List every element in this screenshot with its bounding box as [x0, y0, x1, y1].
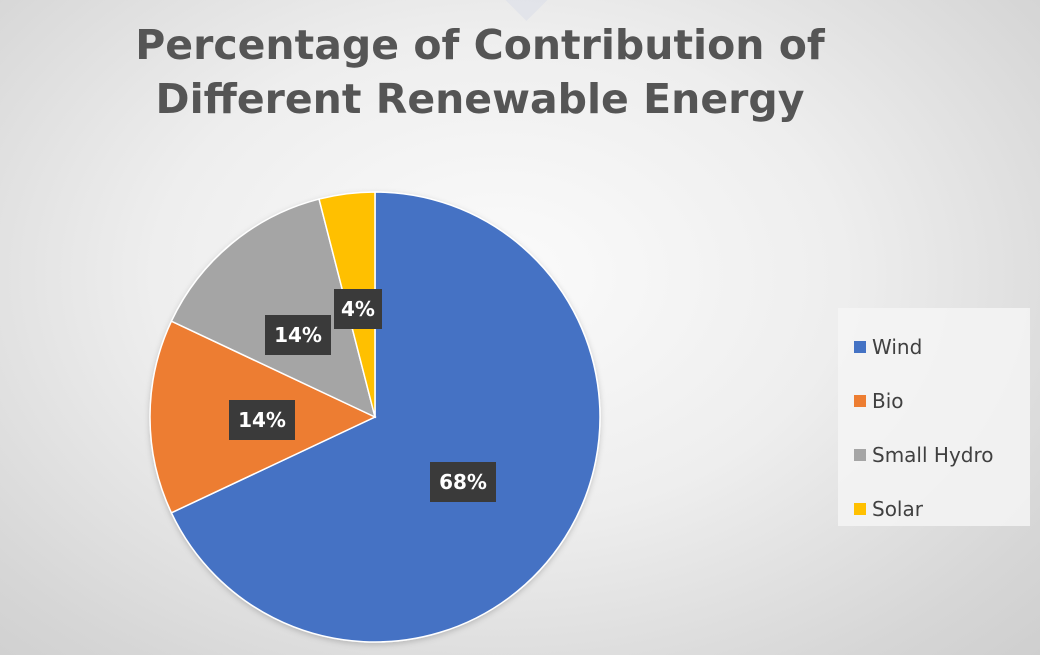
legend-item-wind: Wind — [838, 320, 1030, 374]
chart-legend: Wind Bio Small Hydro Solar — [838, 308, 1030, 526]
chart-title: Percentage of Contribution of Different … — [0, 18, 960, 126]
data-label-solar: 4% — [334, 289, 382, 329]
data-label-text-solar: 4% — [341, 297, 375, 321]
data-label-box-small-hydro — [265, 315, 331, 355]
legend-item-solar: Solar — [838, 482, 1030, 536]
legend-swatch-wind — [854, 341, 866, 353]
legend-label-solar: Solar — [872, 497, 923, 521]
pie-slice-wind — [170, 191, 601, 643]
data-label-text-bio: 14% — [238, 408, 286, 432]
data-label-text-wind: 68% — [439, 470, 487, 494]
legend-label-bio: Bio — [872, 389, 904, 413]
data-label-box-wind — [430, 462, 496, 502]
data-label-small-hydro: 14% — [265, 315, 331, 355]
legend-item-bio: Bio — [838, 374, 1030, 428]
legend-swatch-solar — [854, 503, 866, 515]
legend-swatch-small-hydro — [854, 449, 866, 461]
legend-swatch-bio — [854, 395, 866, 407]
data-label-box-bio — [229, 400, 295, 440]
legend-item-small-hydro: Small Hydro — [838, 428, 1030, 482]
data-label-text-small-hydro: 14% — [274, 323, 322, 347]
pie-slices — [149, 191, 601, 643]
data-label-wind: 68% — [430, 462, 496, 502]
legend-label-small-hydro: Small Hydro — [872, 443, 994, 467]
chart-title-line-2: Different Renewable Energy — [155, 75, 805, 123]
data-label-box-solar — [334, 289, 382, 329]
chart-title-line-1: Percentage of Contribution of — [135, 21, 825, 69]
legend-label-wind: Wind — [872, 335, 923, 359]
data-label-bio: 14% — [229, 400, 295, 440]
pie-slice-small-hydro — [170, 198, 377, 419]
